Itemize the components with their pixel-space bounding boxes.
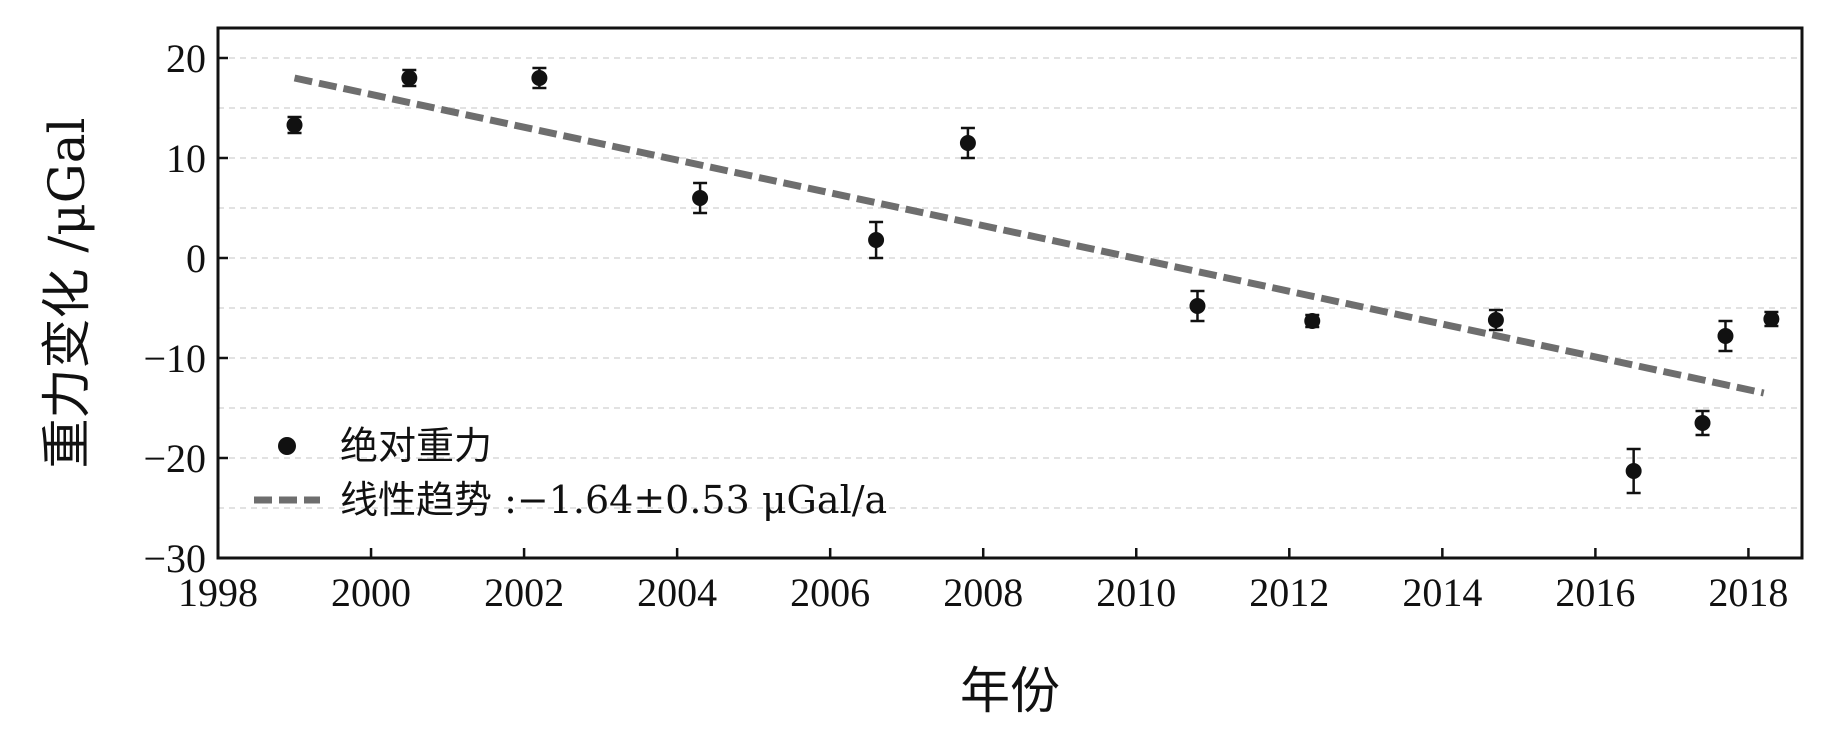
point-series: [286, 66, 1780, 495]
grid-lines: [218, 57, 1802, 509]
data-point: [1763, 310, 1780, 328]
x-tick-label: 2016: [1555, 570, 1635, 615]
data-point: [1694, 409, 1711, 437]
point-marker: [401, 70, 418, 86]
y-tick-label: 20: [166, 36, 206, 81]
y-tick-label: −30: [143, 536, 206, 581]
trend-series: [293, 74, 1765, 397]
x-tick-label: 1998: [178, 570, 258, 615]
x-tick-label: 2004: [637, 570, 717, 615]
point-marker: [531, 70, 548, 86]
point-marker: [1189, 298, 1206, 314]
data-point: [1189, 289, 1206, 323]
y-tick-label: 0: [186, 236, 206, 281]
point-marker: [692, 190, 709, 206]
trend-line: [293, 74, 1765, 397]
point-marker: [1694, 415, 1711, 431]
legend-marker-points: [278, 437, 296, 455]
y-axis-title: 重力变化 /μGal: [38, 118, 96, 469]
data-point: [692, 181, 709, 215]
x-tick-label: 2000: [331, 570, 411, 615]
x-tick-label: 2010: [1096, 570, 1176, 615]
data-point: [1717, 319, 1734, 353]
y-tick-label: −10: [143, 336, 206, 381]
point-marker: [1717, 328, 1734, 344]
legend-label-points: 绝对重力: [340, 424, 492, 468]
x-tick-label: 2002: [484, 570, 564, 615]
data-point: [1487, 308, 1504, 332]
data-point: [868, 220, 885, 260]
legend: 绝对重力 线性趋势 :−1.64±0.53 μGal/a: [254, 424, 887, 522]
data-point: [959, 126, 976, 160]
x-tick-label: 2018: [1708, 570, 1788, 615]
x-tick-label: 2012: [1249, 570, 1329, 615]
plot-frame: [216, 26, 1804, 560]
point-marker: [1763, 311, 1780, 327]
y-axis-ticks: −30 −20 −10 0 10 20: [143, 36, 228, 581]
data-point: [286, 115, 303, 135]
point-marker: [1487, 312, 1504, 328]
point-marker: [1304, 313, 1321, 329]
x-tick-label: 2006: [790, 570, 870, 615]
point-marker: [959, 135, 976, 151]
y-tick-label: 10: [166, 136, 206, 181]
data-point: [531, 66, 548, 90]
data-point: [401, 68, 418, 88]
data-point: [1625, 447, 1642, 495]
point-marker: [868, 232, 885, 248]
data-point: [1304, 313, 1321, 329]
x-axis-title: 年份: [960, 662, 1060, 720]
x-axis-ticks: 1998 2000 2002 2004 2006 2008 2010 2012 2014 2016…: [178, 548, 1788, 615]
point-marker: [1625, 463, 1642, 479]
point-marker: [286, 117, 303, 133]
x-tick-label: 2008: [943, 570, 1023, 615]
legend-label-trend: 线性趋势 :−1.64±0.53 μGal/a: [340, 478, 887, 522]
x-tick-label: 2014: [1402, 570, 1482, 615]
y-tick-label: −20: [143, 436, 206, 481]
